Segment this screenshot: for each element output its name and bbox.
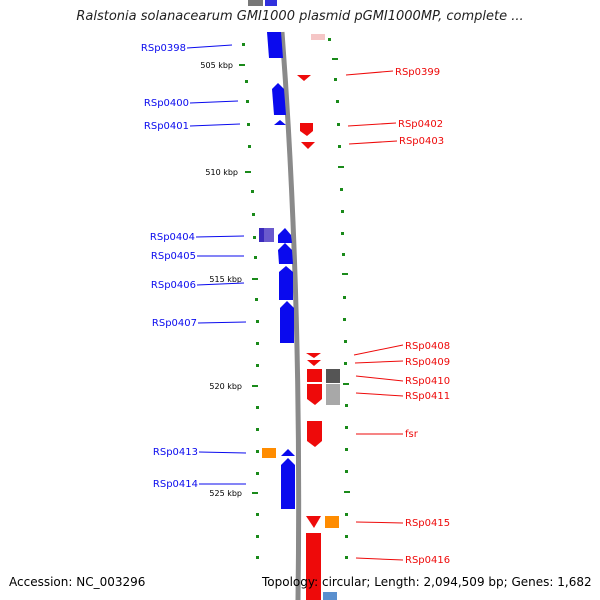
label-rsp0398[interactable]: RSp0398 (141, 43, 186, 54)
label-rsp0410[interactable]: RSp0410 (405, 376, 450, 387)
gene-rsp0410[interactable] (307, 369, 322, 382)
accession-text: Accession: NC_003296 (9, 575, 146, 589)
scale-label: 510 kbp (205, 168, 238, 177)
gene-rsp0408[interactable] (306, 353, 321, 358)
label-rsp0399[interactable]: RSp0399 (395, 67, 440, 78)
minus-strand-genes (267, 32, 295, 509)
label-rsp0408[interactable]: RSp0408 (405, 341, 450, 352)
label-rsp0407[interactable]: RSp0407 (152, 318, 197, 329)
gene-rsp0409[interactable] (307, 360, 321, 366)
label-rsp0414[interactable]: RSp0414 (153, 479, 198, 490)
label-fsr[interactable]: fsr (405, 429, 419, 440)
gene-rsp0398[interactable] (267, 32, 283, 58)
label-rsp0403[interactable]: RSp0403 (399, 136, 444, 147)
label-rsp0406[interactable]: RSp0406 (151, 280, 196, 291)
label-rsp0415[interactable]: RSp0415 (405, 518, 450, 529)
gene-partial-top (311, 34, 325, 40)
gene-rsp0404-dark (259, 228, 264, 242)
gene-rsp0405[interactable] (278, 243, 293, 264)
gene-rsp0414[interactable] (281, 458, 295, 509)
gene-rsp0406[interactable] (279, 266, 293, 300)
plus-strand-genes (297, 75, 322, 600)
gene-partial-bottom (323, 592, 337, 600)
left-label-connectors (186, 44, 247, 485)
gene-grey-box[interactable] (326, 384, 340, 405)
label-rsp0405[interactable]: RSp0405 (151, 251, 196, 262)
gene-partial-top (265, 0, 277, 6)
map-title: Ralstonia solanacearum GMI1000 plasmid p… (76, 9, 524, 24)
scale-label: 520 kbp (209, 382, 242, 391)
gene-partial-top (248, 0, 263, 6)
gene-rsp0415-arrow[interactable] (306, 516, 321, 528)
gene-fsr[interactable] (307, 421, 322, 447)
label-rsp0416[interactable]: RSp0416 (405, 555, 450, 566)
scale-label: 525 kbp (209, 489, 242, 498)
gene-rsp0411[interactable] (307, 384, 322, 405)
label-rsp0413[interactable]: RSp0413 (153, 447, 198, 458)
gene-rsp0407[interactable] (280, 301, 294, 343)
scale-label: 515 kbp (209, 275, 242, 284)
left-tick-line (239, 43, 259, 559)
right-label-connectors (345, 70, 404, 561)
gene-rsp0401[interactable] (274, 120, 286, 125)
gene-orange-box[interactable] (325, 516, 339, 528)
label-rsp0402[interactable]: RSp0402 (398, 119, 443, 130)
gene-rsp0413[interactable] (262, 448, 276, 458)
gene-rsp0402[interactable] (300, 123, 313, 136)
plasmid-backbone (279, 31, 302, 600)
gene-rsp0399[interactable] (297, 75, 311, 81)
label-rsp0411[interactable]: RSp0411 (405, 391, 450, 402)
topology-text: Topology: circular; Length: 2,094,509 bp… (262, 575, 592, 589)
gene-grey-box[interactable] (326, 369, 340, 383)
scale-label: 505 kbp (200, 61, 233, 70)
right-tick-line (328, 38, 350, 559)
gene-rsp0403[interactable] (301, 142, 315, 149)
gene-rsp0416[interactable] (306, 533, 321, 600)
label-rsp0401[interactable]: RSp0401 (144, 121, 189, 132)
label-rsp0404[interactable]: RSp0404 (150, 232, 195, 243)
label-rsp0400[interactable]: RSp0400 (144, 98, 189, 109)
gene-rsp0400[interactable] (272, 83, 286, 115)
gene-rsp0405-block[interactable] (278, 228, 292, 243)
gene-small-blue[interactable] (281, 449, 295, 456)
label-rsp0409[interactable]: RSp0409 (405, 357, 450, 368)
